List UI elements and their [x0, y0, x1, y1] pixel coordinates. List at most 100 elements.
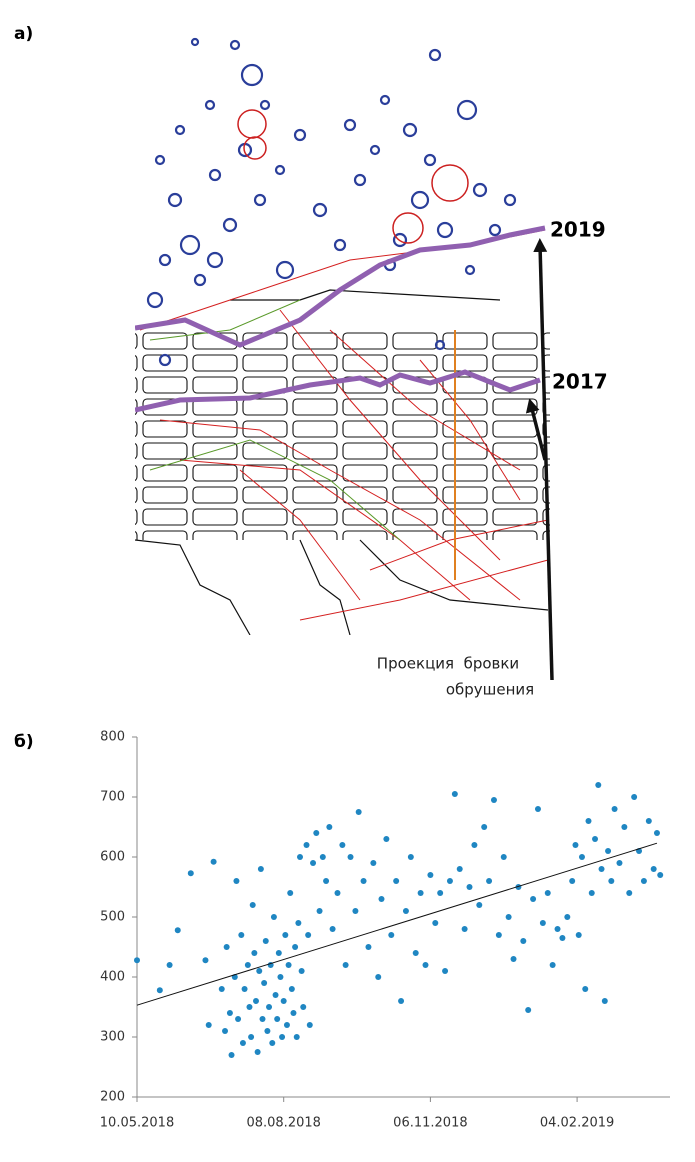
edge-line-2017 [135, 369, 541, 413]
point [264, 1028, 271, 1034]
point [653, 830, 660, 836]
point [417, 890, 424, 896]
point [520, 938, 527, 944]
point [657, 872, 664, 878]
point [235, 1016, 242, 1022]
point [582, 986, 589, 992]
caption: обрушения [446, 681, 534, 699]
point [277, 974, 284, 980]
point [539, 920, 546, 926]
point [608, 878, 615, 884]
point [559, 935, 566, 941]
point [274, 1016, 281, 1022]
point [156, 987, 163, 994]
point [226, 1010, 233, 1016]
point [262, 938, 269, 944]
point [575, 932, 582, 938]
point [427, 872, 434, 878]
point [355, 809, 362, 815]
point [246, 1004, 253, 1010]
point [592, 836, 599, 842]
point [134, 957, 140, 964]
point [505, 914, 512, 920]
point [451, 791, 458, 797]
point [266, 1004, 273, 1010]
y-tick-label: 400 [100, 970, 125, 985]
point [370, 860, 377, 866]
point [626, 890, 633, 896]
point [578, 854, 585, 860]
point [248, 1034, 255, 1040]
y-tick-label: 700 [100, 790, 125, 805]
event-circles-red [237, 109, 469, 244]
point [210, 858, 217, 865]
point [388, 932, 395, 938]
point [398, 998, 405, 1004]
point [360, 878, 367, 884]
point [295, 920, 302, 926]
point [285, 962, 292, 968]
point [554, 926, 561, 932]
caption: Проекция бровки [377, 655, 519, 673]
point [549, 962, 556, 968]
panel-label: а) [14, 24, 33, 44]
point [223, 944, 230, 950]
marker-label: 2019 [550, 218, 606, 242]
point [339, 842, 346, 848]
point [446, 878, 453, 884]
point [174, 927, 181, 934]
point [272, 992, 279, 998]
point [256, 968, 263, 974]
point [342, 962, 349, 968]
point [432, 920, 439, 926]
point [288, 986, 295, 992]
map-blocks [135, 330, 550, 540]
point [605, 848, 612, 854]
y-tick-label: 600 [100, 850, 125, 865]
x-tick-label: 08.08.2018 [246, 1116, 320, 1131]
point [316, 908, 323, 914]
point [365, 944, 372, 950]
point [300, 1004, 307, 1010]
y-tick-label: 500 [100, 910, 125, 925]
point [640, 878, 647, 884]
point [544, 890, 551, 896]
map-lines [149, 299, 401, 541]
point [601, 998, 608, 1004]
point [530, 896, 537, 902]
point [495, 932, 502, 938]
point [233, 878, 240, 884]
point [437, 890, 444, 896]
point [461, 926, 468, 932]
event-circles [146, 37, 517, 367]
point [471, 842, 478, 848]
point [334, 890, 341, 896]
point [287, 890, 294, 896]
point [261, 980, 268, 986]
point [222, 1028, 229, 1034]
point [383, 836, 390, 842]
point [650, 866, 657, 872]
point [310, 860, 317, 866]
point [393, 878, 400, 884]
point [205, 1022, 212, 1028]
point [270, 914, 277, 920]
point [598, 866, 605, 872]
point [280, 998, 287, 1004]
y-tick-label: 200 [100, 1090, 125, 1105]
map-lines [139, 229, 549, 621]
point [412, 950, 419, 956]
point [534, 806, 541, 812]
point [456, 866, 463, 872]
point [329, 926, 336, 932]
point [595, 782, 602, 788]
point [442, 968, 449, 974]
point [645, 818, 652, 824]
y-tick-label: 800 [100, 730, 125, 745]
point [283, 1022, 290, 1028]
point [305, 932, 312, 938]
point [572, 842, 579, 848]
point [422, 962, 429, 968]
point [303, 842, 310, 848]
